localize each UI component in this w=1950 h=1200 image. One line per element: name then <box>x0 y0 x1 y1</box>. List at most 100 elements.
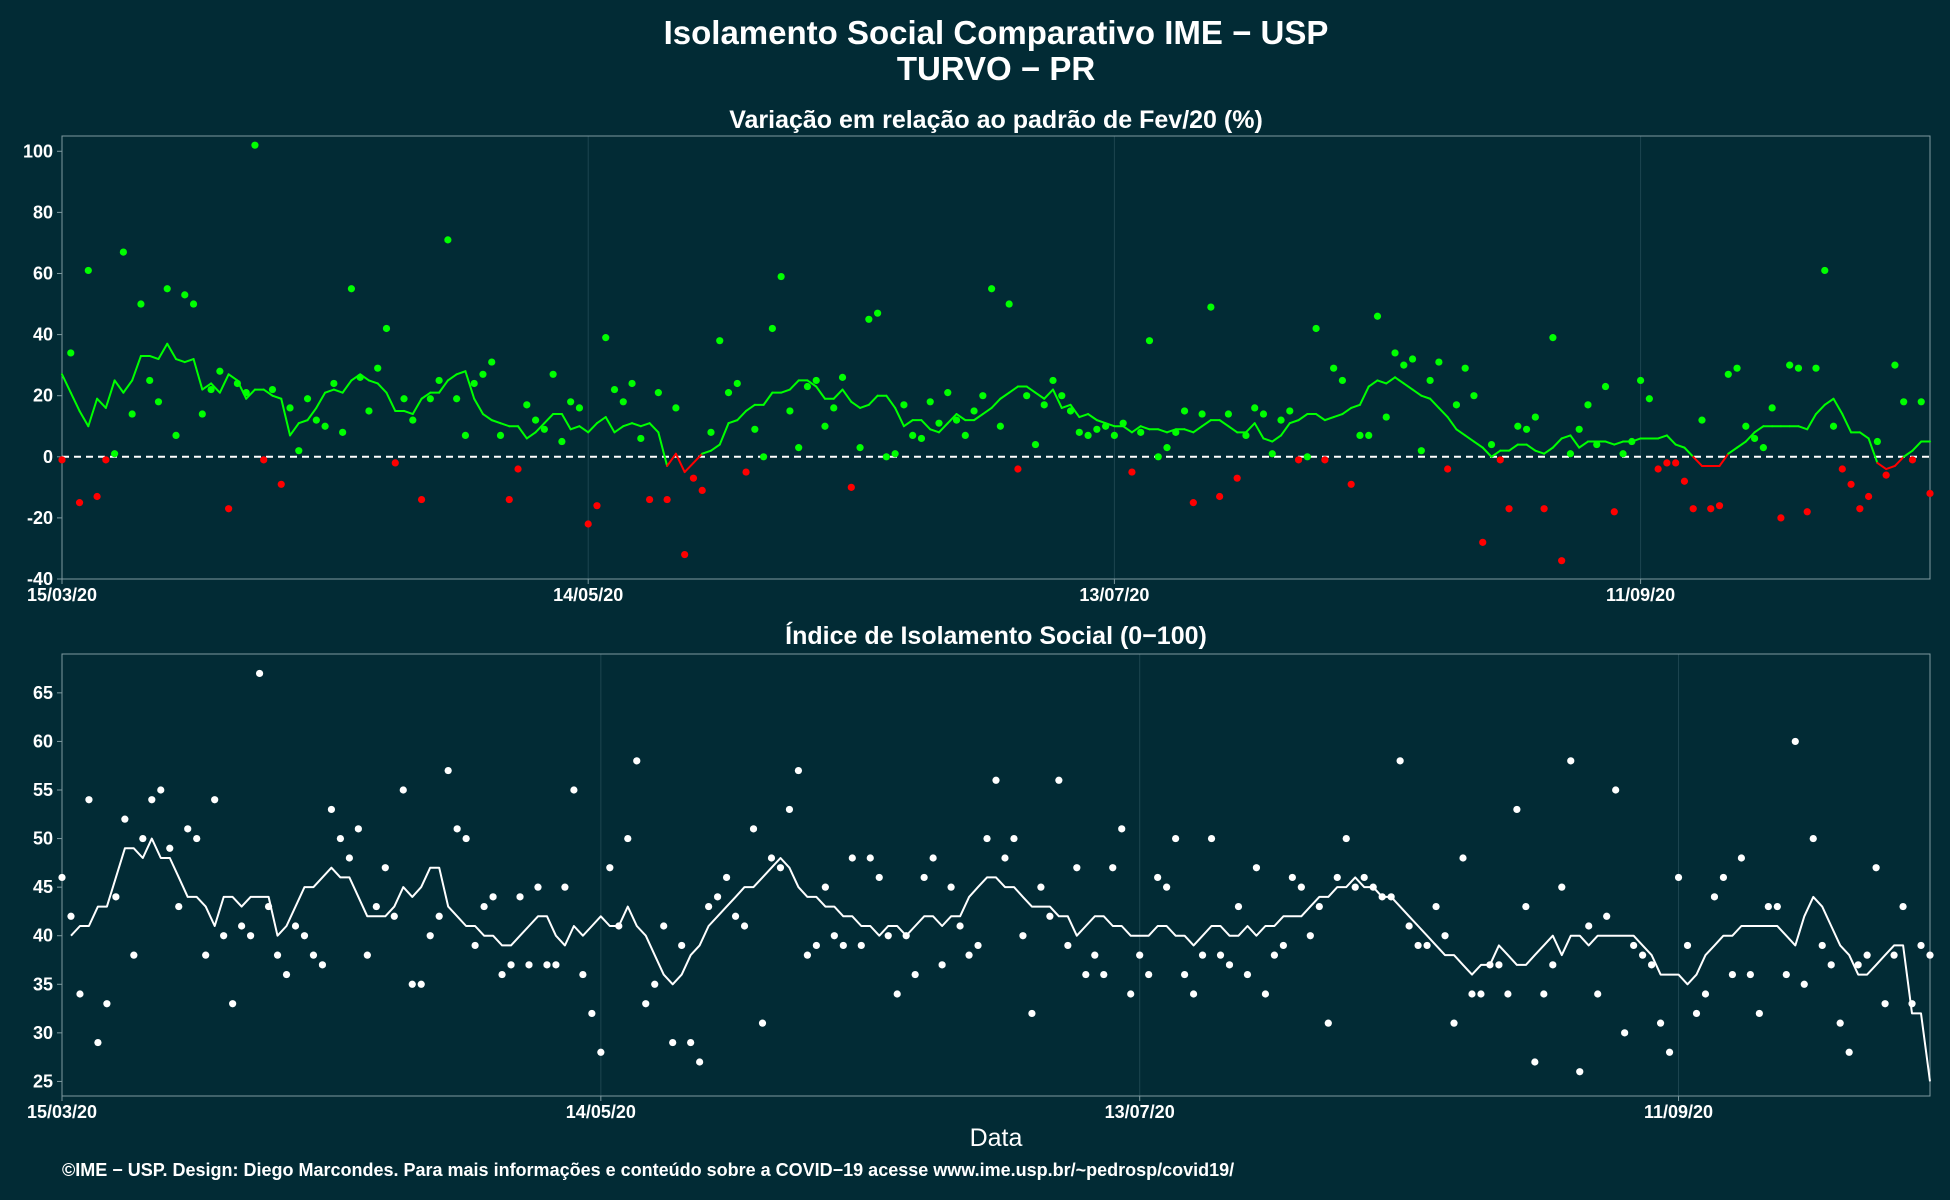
daily-point <box>1172 834 1180 843</box>
moving-average-segment <box>1490 449 1502 458</box>
moving-average-segment <box>1446 416 1458 431</box>
daily-point <box>1908 1000 1916 1008</box>
moving-average-segment <box>1683 446 1695 458</box>
daily-point <box>812 376 820 385</box>
daily-point <box>917 434 926 443</box>
daily-point <box>1315 902 1323 911</box>
moving-average-segment <box>560 413 572 431</box>
daily-point <box>1873 437 1881 446</box>
y-tick-label: 25 <box>33 1071 53 1091</box>
daily-point <box>354 825 362 833</box>
daily-point <box>189 300 198 308</box>
moving-average-segment <box>631 422 642 428</box>
daily-point <box>1064 941 1072 950</box>
daily-point <box>1356 431 1364 440</box>
daily-point <box>965 951 973 959</box>
moving-average-segment <box>1437 406 1449 419</box>
daily-point <box>163 285 171 293</box>
daily-point <box>716 337 724 345</box>
daily-point <box>1049 376 1057 385</box>
daily-point <box>207 385 215 394</box>
moving-average-segment <box>1394 376 1405 385</box>
moving-average-segment <box>683 461 695 474</box>
daily-point <box>1163 444 1171 452</box>
daily-point <box>507 961 515 969</box>
moving-average-segment <box>1227 425 1239 434</box>
daily-point <box>902 932 910 940</box>
daily-point <box>119 248 127 256</box>
moving-average-segment <box>832 388 844 400</box>
moving-average-segment <box>1464 434 1475 443</box>
moving-average-segment <box>657 431 669 467</box>
daily-point <box>552 961 560 969</box>
daily-point <box>470 379 478 388</box>
daily-point <box>926 398 934 406</box>
daily-point <box>1426 376 1434 385</box>
daily-point <box>1251 404 1259 412</box>
daily-point <box>1479 538 1487 546</box>
daily-point <box>1452 401 1461 409</box>
daily-point <box>549 370 557 378</box>
moving-average-segment <box>122 379 134 394</box>
daily-point <box>821 883 829 891</box>
moving-average-segment <box>1183 428 1195 434</box>
daily-point <box>751 425 759 433</box>
daily-point <box>1432 902 1440 911</box>
moving-average-segment <box>1902 449 1914 458</box>
daily-point <box>1137 428 1145 436</box>
daily-point <box>1818 941 1826 950</box>
daily-point <box>1303 453 1311 461</box>
daily-point <box>1575 425 1583 433</box>
daily-point <box>1917 941 1925 950</box>
moving-average-segment <box>1718 452 1730 467</box>
daily-point <box>1224 410 1233 418</box>
daily-point <box>597 1048 605 1056</box>
moving-average-segment <box>841 388 853 403</box>
moving-average-segment <box>1139 425 1151 431</box>
daily-point <box>146 376 154 385</box>
daily-point <box>628 379 636 388</box>
daily-point <box>1630 941 1638 950</box>
daily-point <box>651 980 659 988</box>
daily-point <box>696 1058 704 1066</box>
daily-point <box>1786 361 1794 369</box>
y-tick-label: 60 <box>33 263 53 283</box>
moving-average-segment <box>464 370 476 400</box>
daily-point <box>273 951 282 959</box>
daily-point <box>489 893 497 901</box>
daily-point <box>1324 1019 1332 1027</box>
daily-point <box>1821 266 1829 275</box>
moving-average-segment <box>1025 385 1037 394</box>
daily-point <box>1900 398 1908 406</box>
moving-average-segment <box>1867 437 1879 464</box>
moving-average-segment <box>376 382 388 394</box>
daily-point <box>444 766 452 775</box>
daily-point <box>1486 961 1494 969</box>
daily-point <box>1450 1019 1458 1027</box>
daily-point <box>1270 951 1279 959</box>
moving-average-segment <box>701 449 712 455</box>
daily-point <box>794 766 803 775</box>
daily-point <box>1040 401 1048 409</box>
panel-index: 15/03/20 14/05/20 13/07/20 11/09/20 25 30 35 40… <box>27 653 1934 1122</box>
moving-average-segment <box>1823 397 1835 406</box>
daily-point <box>900 401 908 409</box>
daily-point <box>1540 990 1548 998</box>
daily-point <box>1198 410 1206 418</box>
daily-point <box>1382 413 1390 421</box>
moving-average-segment <box>490 419 502 425</box>
moving-average-segment <box>1244 422 1256 434</box>
daily-point <box>1487 440 1496 449</box>
moving-average-segment <box>525 431 537 440</box>
daily-point <box>1514 422 1522 430</box>
daily-point <box>1777 514 1785 522</box>
daily-point <box>1128 468 1136 476</box>
daily-point <box>1207 834 1216 843</box>
moving-average-segment <box>648 422 660 434</box>
daily-point <box>606 864 614 872</box>
moving-average-segment <box>262 388 274 397</box>
moving-average-segment <box>1008 385 1019 394</box>
daily-point <box>372 902 380 911</box>
daily-point <box>713 893 722 901</box>
daily-point <box>312 416 320 424</box>
